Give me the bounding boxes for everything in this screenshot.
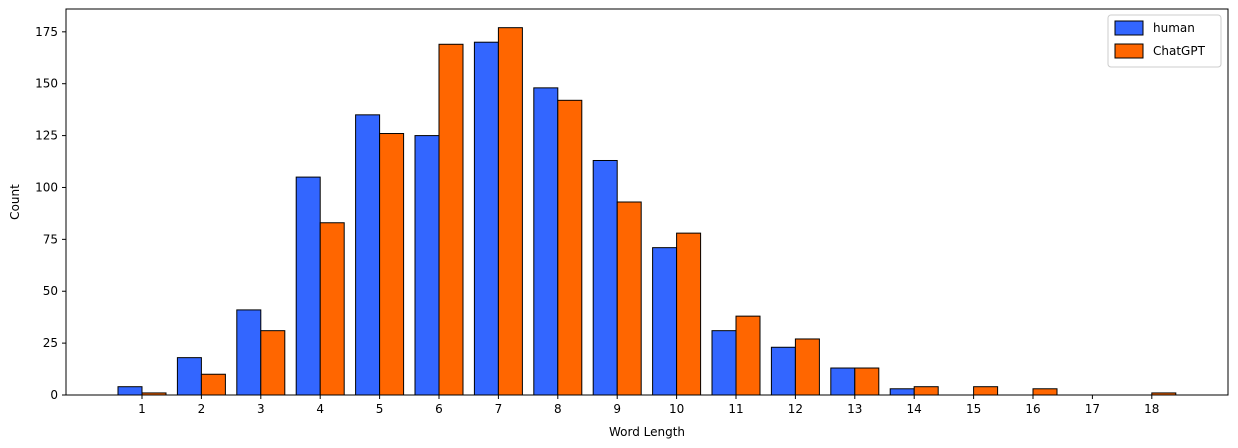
x-tick-label-13: 13 [847, 402, 862, 416]
x-tick-label-17: 17 [1085, 402, 1100, 416]
x-tick-label-11: 11 [728, 402, 743, 416]
bar-chatgpt-2 [201, 374, 225, 395]
bar-chatgpt-13 [855, 368, 879, 395]
y-tick-label: 75 [43, 232, 58, 246]
x-tick-label-6: 6 [435, 402, 443, 416]
y-tick-label: 0 [50, 388, 58, 402]
bar-chatgpt-6 [439, 44, 463, 395]
bar-human-1 [118, 387, 142, 395]
x-tick-label-14: 14 [907, 402, 922, 416]
bar-chatgpt-11 [736, 316, 760, 395]
x-axis-label: Word Length [609, 425, 685, 439]
x-tick-label-7: 7 [495, 402, 503, 416]
x-tick-label-1: 1 [138, 402, 146, 416]
x-tick-label-3: 3 [257, 402, 265, 416]
bar-chatgpt-9 [617, 202, 641, 395]
bar-chatgpt-7 [498, 28, 522, 395]
legend-swatch-chatgpt [1115, 44, 1143, 58]
x-tick-label-15: 15 [966, 402, 981, 416]
x-tick-label-12: 12 [788, 402, 803, 416]
legend: human ChatGPT [1108, 15, 1221, 67]
y-tick-label: 25 [43, 336, 58, 350]
bar-human-4 [296, 177, 320, 395]
y-tick-label: 175 [35, 25, 58, 39]
x-tick-label-8: 8 [554, 402, 562, 416]
y-tick-label: 100 [35, 180, 58, 194]
bar-human-7 [474, 42, 498, 395]
bar-chatgpt-10 [677, 233, 701, 395]
bar-human-9 [593, 160, 617, 395]
bar-chatgpt-12 [795, 339, 819, 395]
bar-chatgpt-16 [1033, 389, 1057, 395]
x-tick-label-2: 2 [198, 402, 206, 416]
legend-label-chatgpt: ChatGPT [1153, 44, 1206, 58]
y-tick-label: 50 [43, 284, 58, 298]
bar-chatgpt-14 [914, 387, 938, 395]
bar-chatgpt-3 [261, 331, 285, 395]
bar-human-2 [177, 358, 201, 395]
legend-swatch-human [1115, 21, 1143, 35]
bar-chatgpt-5 [380, 134, 404, 395]
y-tick-label: 125 [35, 129, 58, 143]
bar-human-12 [771, 347, 795, 395]
y-axis-ticks: 0 25 50 75 100 125 150 175 [35, 25, 66, 402]
bar-human-5 [356, 115, 380, 395]
x-tick-label-9: 9 [613, 402, 621, 416]
x-tick-label-16: 16 [1025, 402, 1040, 416]
legend-label-human: human [1153, 21, 1195, 35]
x-tick-label-4: 4 [316, 402, 324, 416]
bar-chatgpt-15 [974, 387, 998, 395]
x-tick-label-10: 10 [669, 402, 684, 416]
bar-human-6 [415, 136, 439, 395]
x-tick-label-5: 5 [376, 402, 384, 416]
bar-human-8 [534, 88, 558, 395]
bars-group [118, 28, 1176, 395]
bar-chatgpt-4 [320, 223, 344, 395]
bar-human-11 [712, 331, 736, 395]
bar-human-10 [653, 248, 677, 395]
bar-chatgpt-8 [558, 100, 582, 395]
x-tick-label-18: 18 [1144, 402, 1159, 416]
bar-human-14 [890, 389, 914, 395]
x-axis-ticks: 1 2 3 4 5 6 7 8 9 10 11 12 13 14 15 16 17 18 [138, 395, 1159, 416]
y-tick-label: 150 [35, 77, 58, 91]
bar-human-13 [831, 368, 855, 395]
y-axis-label: Count [8, 184, 22, 220]
bar-human-3 [237, 310, 261, 395]
